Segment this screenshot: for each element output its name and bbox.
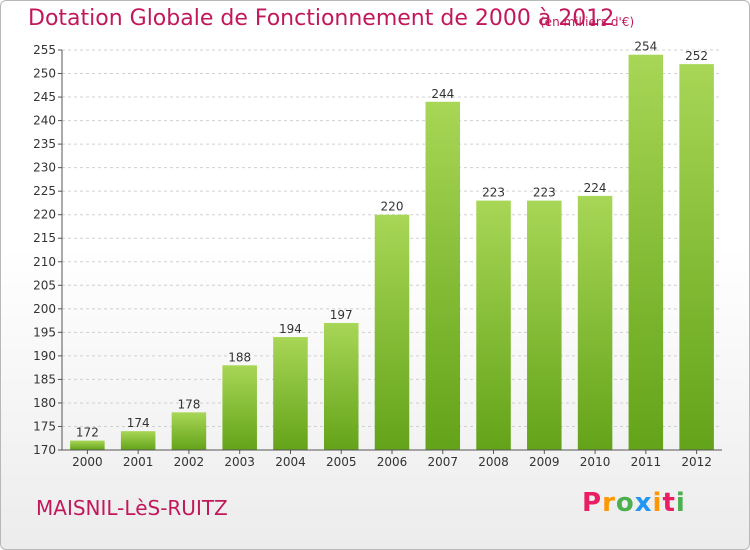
- logo-letter: x: [634, 488, 653, 518]
- labels: 172 174 178 188 194 197 220 244 223 223 224 254 252: [76, 40, 708, 440]
- x-tick-label: 2005: [326, 455, 357, 469]
- bar: [628, 54, 664, 451]
- logo-letter: i: [652, 488, 663, 518]
- bar-value-label: 197: [330, 308, 353, 322]
- x-tick-label: 2011: [631, 455, 662, 469]
- bar: [273, 337, 308, 450]
- x-tick-label: 2006: [377, 455, 408, 469]
- y-tick-label: 240: [33, 114, 56, 128]
- y-tick-label: 190: [33, 349, 56, 363]
- bar-value-label: 188: [228, 350, 251, 364]
- logo-letter: r: [602, 488, 616, 518]
- x-tick-label: 2001: [123, 455, 154, 469]
- x-tick-label: 2000: [72, 455, 103, 469]
- y-tick-label: 180: [33, 396, 56, 410]
- bars: [70, 54, 714, 451]
- y-tick-label: 185: [33, 372, 56, 386]
- x-tick-label: 2002: [174, 455, 205, 469]
- logo-letter: t: [662, 488, 676, 518]
- bar: [70, 440, 105, 450]
- x-tick-label: 2012: [681, 455, 712, 469]
- y-tick-label: 255: [33, 43, 56, 57]
- x-tick-label: 2004: [275, 455, 306, 469]
- y-tick-label: 220: [33, 208, 56, 222]
- bar: [527, 200, 562, 450]
- bar-value-label: 194: [279, 322, 302, 336]
- bar: [323, 322, 359, 450]
- chart-subtitle: (en milliers d'€): [540, 15, 635, 29]
- chart-title: Dotation Globale de Fonctionnement de 20…: [28, 6, 615, 31]
- bar-value-label: 252: [685, 49, 708, 63]
- bar: [577, 195, 613, 450]
- bar: [374, 214, 410, 450]
- y-tick-label: 235: [33, 137, 56, 151]
- bar: [476, 200, 511, 450]
- y-tick-label: 225: [33, 184, 56, 198]
- bar-value-label: 223: [482, 186, 505, 200]
- x-tick-label: 2003: [224, 455, 255, 469]
- location-name: MAISNIL-LèS-RUITZ: [36, 496, 228, 520]
- x-tick-label: 2008: [478, 455, 509, 469]
- bar: [171, 412, 207, 450]
- y-tick-label: 200: [33, 302, 56, 316]
- bar-value-label: 223: [533, 186, 556, 200]
- bar: [222, 365, 257, 450]
- y-tick-label: 210: [33, 255, 56, 269]
- y-tick-label: 230: [33, 161, 56, 175]
- bar-value-label: 254: [634, 40, 657, 54]
- bar-value-label: 172: [76, 426, 99, 440]
- y-tick-label: 195: [33, 325, 56, 339]
- bar-value-label: 178: [177, 397, 200, 411]
- axes: 170 175 180 185 190 195 200 205 210 215 220 225 230 2…: [33, 43, 722, 469]
- bar-value-label: 224: [584, 181, 607, 195]
- y-tick-label: 245: [33, 90, 56, 104]
- y-tick-label: 205: [33, 278, 56, 292]
- bar: [425, 101, 461, 450]
- logo-letter: P: [582, 488, 603, 518]
- y-tick-label: 175: [33, 419, 56, 433]
- x-tick-label: 2010: [580, 455, 611, 469]
- logo-letter: i: [675, 488, 686, 518]
- y-tick-label: 215: [33, 231, 56, 245]
- y-tick-label: 250: [33, 67, 56, 81]
- x-tick-label: 2007: [427, 455, 458, 469]
- bar-value-label: 244: [431, 87, 454, 101]
- bar-value-label: 220: [381, 200, 404, 214]
- proxiti-logo[interactable]: Proxiti: [582, 488, 686, 518]
- bar: [679, 64, 714, 450]
- bar-value-label: 174: [127, 416, 150, 430]
- y-tick-label: 170: [33, 443, 56, 457]
- x-tick-label: 2009: [529, 455, 560, 469]
- logo-letter: o: [615, 488, 635, 518]
- bar: [120, 431, 156, 450]
